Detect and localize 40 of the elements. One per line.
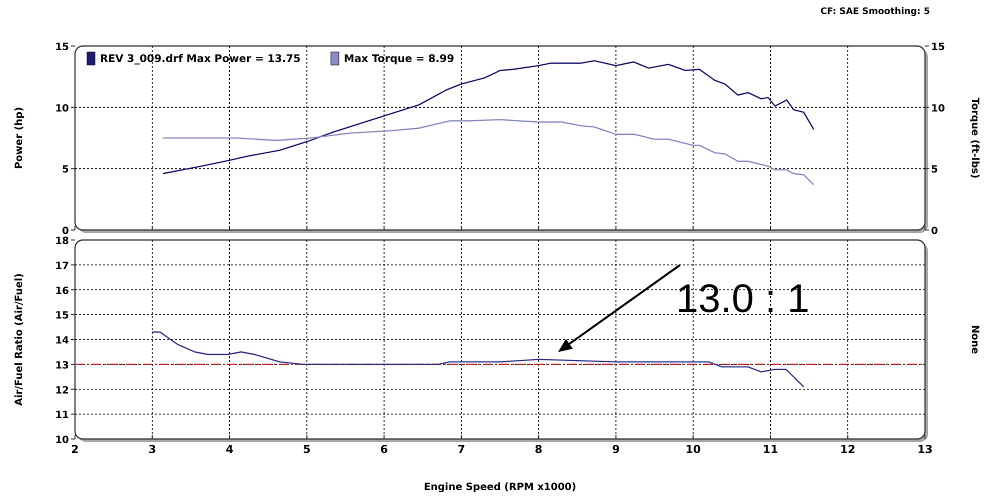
y-tick-label: 0: [62, 226, 70, 237]
y-tick-label: 18: [55, 236, 70, 247]
y2-tick-label: 0: [931, 226, 938, 237]
y2-tick-label: 15: [931, 42, 945, 53]
x-tick-label: 9: [612, 443, 620, 456]
y-tick-label: 15: [55, 42, 70, 53]
y-tick-label: 11: [55, 410, 70, 422]
legend-label: REV 3_009.drf Max Power = 13.75: [100, 53, 301, 65]
y-tick-label: 14: [55, 336, 70, 346]
x-tick-label: 4: [226, 443, 234, 456]
y2-axis-title: Torque (ft-lbs): [969, 98, 980, 178]
y-tick-label: 13: [55, 360, 70, 372]
y-tick-label: 16: [55, 286, 70, 297]
x-axis-title: Engine Speed (RPM x1000): [424, 482, 576, 493]
y-tick-label: 12: [55, 385, 70, 396]
x-tick-label: 6: [380, 443, 388, 456]
y-tick-label: 17: [55, 260, 70, 272]
y2-axis-title: None: [969, 324, 980, 354]
y-tick-label: 15: [55, 310, 70, 322]
line-series: [162, 118, 814, 186]
text: CF: SAE Smoothing: 5: [820, 7, 930, 17]
y-axis-title: Power (hp): [14, 106, 25, 170]
x-tick-label: 8: [534, 443, 542, 456]
y-tick-label: 5: [62, 164, 70, 176]
y2-tick-label: 5: [931, 164, 938, 176]
x-tick-label: 11: [762, 443, 778, 456]
legend-label: Max Torque = 8.99: [344, 53, 454, 65]
line-series: [152, 331, 804, 388]
x-tick-label: 5: [302, 443, 311, 456]
x-tick-label: 3: [148, 443, 156, 456]
x-tick-label: 10: [686, 443, 702, 456]
y2-tick-label: 10: [931, 103, 945, 114]
y-tick-label: 10: [55, 435, 70, 446]
y-axis-title: Air/Fuel Ratio (Air/Fuel): [14, 273, 25, 406]
annotation: 13.0 : 1: [676, 277, 810, 321]
y-tick-label: 10: [55, 103, 70, 114]
x-tick-label: 12: [840, 443, 856, 456]
x-tick-label: 7: [458, 443, 466, 456]
x-tick-label: 13: [917, 443, 933, 456]
x-tick-label: 2: [71, 443, 79, 456]
